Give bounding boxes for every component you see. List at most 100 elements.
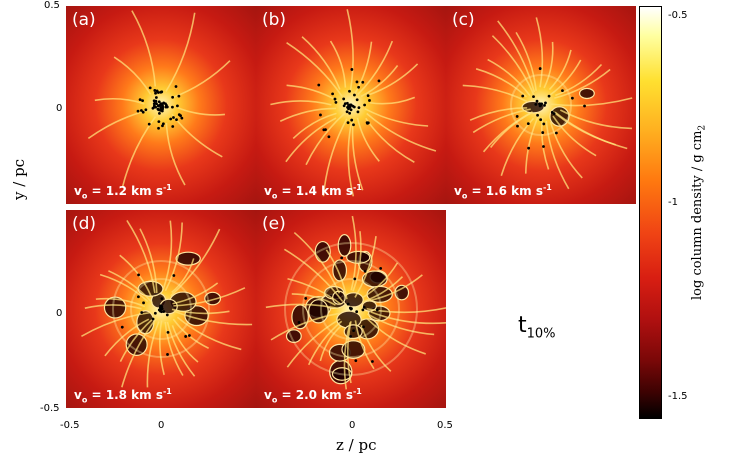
sink-particle [355, 80, 359, 84]
filament [366, 112, 437, 152]
sink-particle [345, 110, 349, 114]
sink-particle [354, 359, 358, 363]
filament [171, 258, 195, 293]
sink-particle [521, 94, 525, 98]
sink-particle [544, 101, 547, 105]
sink-particle [161, 122, 165, 126]
filament [360, 64, 399, 98]
filament [291, 293, 336, 306]
sink-particle [172, 274, 176, 277]
xtick-zero-right: 0 [349, 420, 356, 431]
filament [487, 58, 531, 96]
colorbar-label: log column density / g cm2 [690, 124, 708, 300]
sink-particle [152, 102, 156, 106]
sink-particle [327, 135, 331, 139]
filament [95, 297, 146, 308]
sink-particle [141, 99, 144, 103]
filament [491, 35, 535, 96]
sink-particle [342, 104, 346, 108]
filament [475, 68, 527, 98]
colorbar-tick-top: -0.5 [668, 10, 688, 21]
sink-particle [165, 313, 169, 317]
velocity-label: vo = 1.2 km s-1 [74, 182, 172, 200]
filament [515, 31, 537, 91]
filament [352, 231, 362, 292]
sink-particle [366, 94, 370, 98]
sink-particle [137, 295, 140, 299]
filament [165, 12, 196, 92]
filament [173, 287, 246, 307]
sink-particle [355, 98, 359, 102]
filament [305, 112, 346, 166]
sink-particle [151, 317, 155, 321]
panel-b: (b) vo = 1.4 km s-1 [256, 6, 446, 204]
filament [356, 117, 380, 162]
sink-particle [340, 256, 344, 260]
sink-particle [331, 92, 334, 96]
sink-particle [334, 100, 338, 104]
filament [270, 312, 341, 341]
filament [554, 68, 611, 99]
sink-particle [324, 128, 327, 132]
sink-particle [554, 131, 558, 135]
panel-label: (c) [452, 10, 475, 30]
filament [497, 20, 536, 93]
sink-particle [534, 102, 538, 106]
sink-particle [350, 68, 354, 71]
sink-particle [356, 110, 360, 114]
sink-particle [171, 95, 175, 99]
filament [104, 318, 150, 357]
xtick-zero-left: 0 [158, 420, 165, 431]
sink-particle [547, 94, 551, 98]
sink-particle [346, 121, 350, 125]
sink-particle [157, 120, 161, 124]
sink-particle [539, 118, 543, 122]
filament [552, 110, 616, 146]
sink-particle [138, 98, 142, 102]
filament [361, 262, 399, 299]
sink-particle [526, 122, 530, 126]
sink-particle [348, 103, 352, 107]
sink-particle [144, 108, 148, 112]
sink-particle [159, 103, 163, 107]
filament [293, 231, 341, 294]
filament [119, 316, 155, 362]
sink-particle [543, 104, 546, 107]
sink-particle [147, 122, 151, 126]
filament [346, 9, 354, 91]
filament [146, 321, 160, 388]
filament [370, 311, 446, 325]
sink-particle [176, 104, 179, 108]
sink-particle [162, 310, 166, 313]
filament [279, 107, 337, 122]
filament [286, 42, 343, 97]
sink-particle [158, 108, 162, 112]
filament [171, 113, 223, 158]
filament [366, 318, 426, 355]
sink-particle [353, 93, 356, 97]
filament [366, 313, 435, 336]
sink-particle [570, 96, 574, 100]
filament [84, 304, 142, 310]
sink-particle [184, 335, 188, 338]
filament [552, 115, 597, 157]
sink-particle [166, 353, 169, 356]
filament [325, 249, 348, 300]
sink-particle [158, 111, 161, 115]
filament [559, 109, 632, 130]
sink-particle [349, 108, 353, 112]
panel-label: (a) [72, 10, 96, 30]
sink-particle [538, 67, 542, 70]
sink-particle [343, 102, 347, 106]
sink-particle [583, 104, 586, 108]
filament [166, 321, 196, 377]
sink-particle [142, 301, 145, 305]
sink-particle [157, 126, 160, 130]
sink-particle [348, 89, 351, 93]
filament [94, 97, 145, 105]
filament [301, 36, 341, 90]
sink-particle [171, 125, 175, 128]
sink-particle [532, 95, 535, 99]
sink-particle [552, 112, 556, 116]
filament [131, 10, 157, 87]
